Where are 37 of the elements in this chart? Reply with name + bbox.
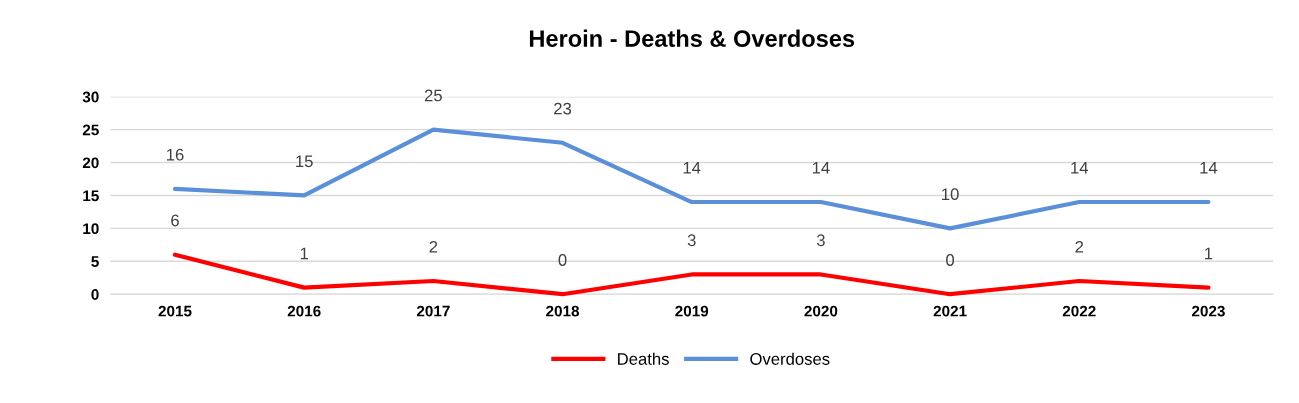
x-tick-label: 2023 bbox=[1191, 305, 1225, 317]
data-label: 0 bbox=[558, 254, 567, 266]
data-label: 1 bbox=[300, 247, 308, 260]
data-label: 0 bbox=[946, 254, 955, 266]
x-tick-label: 2022 bbox=[1062, 305, 1096, 317]
data-label: 2 bbox=[429, 240, 438, 253]
data-label: 10 bbox=[942, 188, 959, 201]
y-tick-label: 15 bbox=[83, 190, 99, 202]
legend-label: Deaths bbox=[618, 352, 669, 365]
x-tick-label: 2019 bbox=[675, 305, 709, 317]
legend-label: Overdoses bbox=[750, 352, 830, 365]
data-label: 3 bbox=[816, 234, 825, 247]
x-tick-label: 2021 bbox=[933, 305, 967, 317]
data-label: 1 bbox=[1205, 247, 1213, 260]
data-label: 14 bbox=[1071, 162, 1089, 174]
y-tick-label: 10 bbox=[83, 223, 99, 235]
data-label: 2 bbox=[1075, 240, 1084, 253]
y-tick-label: 20 bbox=[82, 157, 99, 169]
data-label: 14 bbox=[812, 162, 830, 174]
data-label: 23 bbox=[554, 102, 572, 115]
data-label: 14 bbox=[683, 162, 701, 174]
y-tick-label: 30 bbox=[82, 91, 99, 103]
x-tick-label: 2016 bbox=[287, 305, 321, 317]
x-tick-label: 2015 bbox=[158, 305, 192, 317]
x-tick-label: 2018 bbox=[546, 305, 580, 317]
y-tick-label: 0 bbox=[91, 289, 99, 300]
data-label: 15 bbox=[296, 155, 313, 168]
data-label: 16 bbox=[167, 148, 184, 161]
y-tick-label: 5 bbox=[91, 256, 99, 267]
data-label: 25 bbox=[424, 89, 442, 102]
data-label: 3 bbox=[687, 234, 696, 247]
data-label: 14 bbox=[1200, 162, 1218, 174]
chart-title: Heroin - Deaths & Overdoses bbox=[529, 29, 855, 47]
x-tick-label: 2017 bbox=[416, 305, 450, 317]
x-tick-label: 2020 bbox=[804, 305, 838, 317]
y-tick-label: 25 bbox=[82, 124, 99, 136]
data-label: 6 bbox=[171, 214, 179, 227]
